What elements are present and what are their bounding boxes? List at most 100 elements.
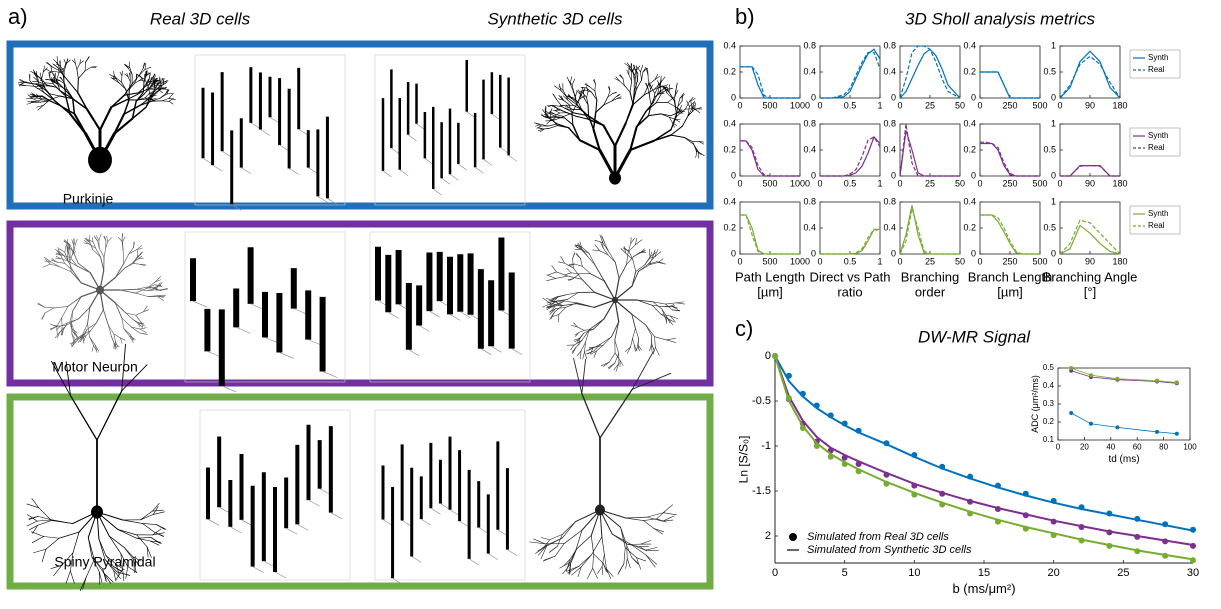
x-axis-label: [µm] <box>757 284 783 299</box>
dendrite <box>555 544 564 556</box>
x-tick-label: 25 <box>925 256 935 266</box>
dendrite <box>549 116 556 117</box>
dendrite <box>596 100 597 113</box>
x-tick-label: 0 <box>817 178 822 188</box>
dendrite <box>156 525 166 530</box>
dendrite <box>87 109 100 130</box>
dendrite <box>93 250 101 257</box>
dendrite <box>559 109 566 112</box>
dendrogram-link <box>400 170 408 176</box>
legend-marker <box>789 533 797 541</box>
dendrite <box>574 358 582 393</box>
column-header: Synthetic 3D cells <box>487 9 623 28</box>
dendrite <box>543 128 550 129</box>
dendrite <box>32 537 43 543</box>
dendrite <box>161 98 169 101</box>
y-tick-label: 0 <box>731 92 736 102</box>
dendrite <box>676 303 684 304</box>
dendrite <box>117 78 121 81</box>
dendrite <box>124 329 130 335</box>
dendrite <box>46 538 59 549</box>
x-tick-label: 500 <box>1032 178 1047 188</box>
dendrite <box>671 126 682 135</box>
dendrite <box>85 57 89 63</box>
dendrite <box>654 529 663 534</box>
dendrite <box>666 303 677 304</box>
dendrite <box>107 236 108 242</box>
dendrite <box>137 535 147 547</box>
dendrite <box>606 569 610 579</box>
dendrite <box>646 325 655 337</box>
dendrite <box>655 347 659 355</box>
y-tick-label: 0 <box>731 170 736 180</box>
dendrite <box>153 512 164 515</box>
dendrogram-link <box>408 135 416 141</box>
dendrite <box>612 98 617 101</box>
dendrite <box>594 319 604 329</box>
dendrite <box>73 239 74 245</box>
dendrite <box>151 538 161 544</box>
row-label: Purkinje <box>63 191 114 207</box>
dendrite <box>579 333 583 338</box>
x-tick-label: 250 <box>1002 256 1017 266</box>
legend-label: Simulated from Synthetic 3D cells <box>807 544 972 556</box>
series-line <box>900 124 960 176</box>
dendrite <box>573 259 574 268</box>
data-point <box>1134 516 1140 522</box>
dendrogram-link <box>488 554 498 560</box>
dendrite <box>631 339 633 347</box>
dendrite <box>120 290 136 293</box>
dendrite <box>68 297 81 307</box>
x-tick-label: 1 <box>877 178 882 188</box>
dendrite <box>626 518 644 521</box>
dendrogram-link <box>433 189 441 195</box>
dendrite <box>669 84 670 92</box>
x-axis-label: Path Length <box>735 269 805 284</box>
dendrite <box>582 510 600 530</box>
dendrite <box>581 259 583 267</box>
data-point <box>842 461 848 467</box>
x-tick-label: 500 <box>762 256 777 266</box>
y-tick-label: 0.8 <box>803 40 816 50</box>
dendrite <box>145 63 146 69</box>
data-point <box>1155 379 1159 383</box>
series-line <box>980 144 1040 177</box>
dendrite <box>640 65 642 71</box>
data-point <box>1023 512 1029 518</box>
x-axis-label: td (ms) <box>1108 454 1139 465</box>
dendrogram-link <box>500 148 508 154</box>
x-tick-label: 180 <box>1112 100 1127 110</box>
y-tick-label: 0.5 <box>1043 144 1056 154</box>
dendrite <box>626 559 627 569</box>
dendrite <box>68 81 78 93</box>
dendrite <box>615 150 630 178</box>
dendrite <box>136 293 148 296</box>
dendrogram-link <box>222 386 236 392</box>
dendrite <box>122 71 123 76</box>
series-line <box>980 72 1040 98</box>
series-line <box>740 67 800 98</box>
dendrite <box>136 312 144 316</box>
dendrite <box>629 252 633 260</box>
data-point <box>1089 373 1093 377</box>
dendrite <box>73 297 82 311</box>
dendrite <box>626 517 647 518</box>
dendrite <box>578 330 584 332</box>
dendrite <box>28 515 38 522</box>
data-point <box>1051 532 1057 538</box>
dendrite <box>571 345 575 350</box>
dendrite <box>115 303 125 313</box>
neuron-illustrations <box>18 55 704 591</box>
data-point <box>800 391 806 397</box>
dendrite <box>577 327 584 331</box>
dendrogram-link <box>484 159 492 165</box>
data-point <box>772 353 778 359</box>
dendrite <box>142 523 154 532</box>
y-tick-label: 0.4 <box>883 222 896 232</box>
plot-frame <box>820 202 880 254</box>
plot-frame <box>980 124 1040 176</box>
data-point <box>1106 511 1112 517</box>
data-point <box>842 455 848 461</box>
dendrite <box>582 250 588 257</box>
dendrite <box>160 94 166 98</box>
